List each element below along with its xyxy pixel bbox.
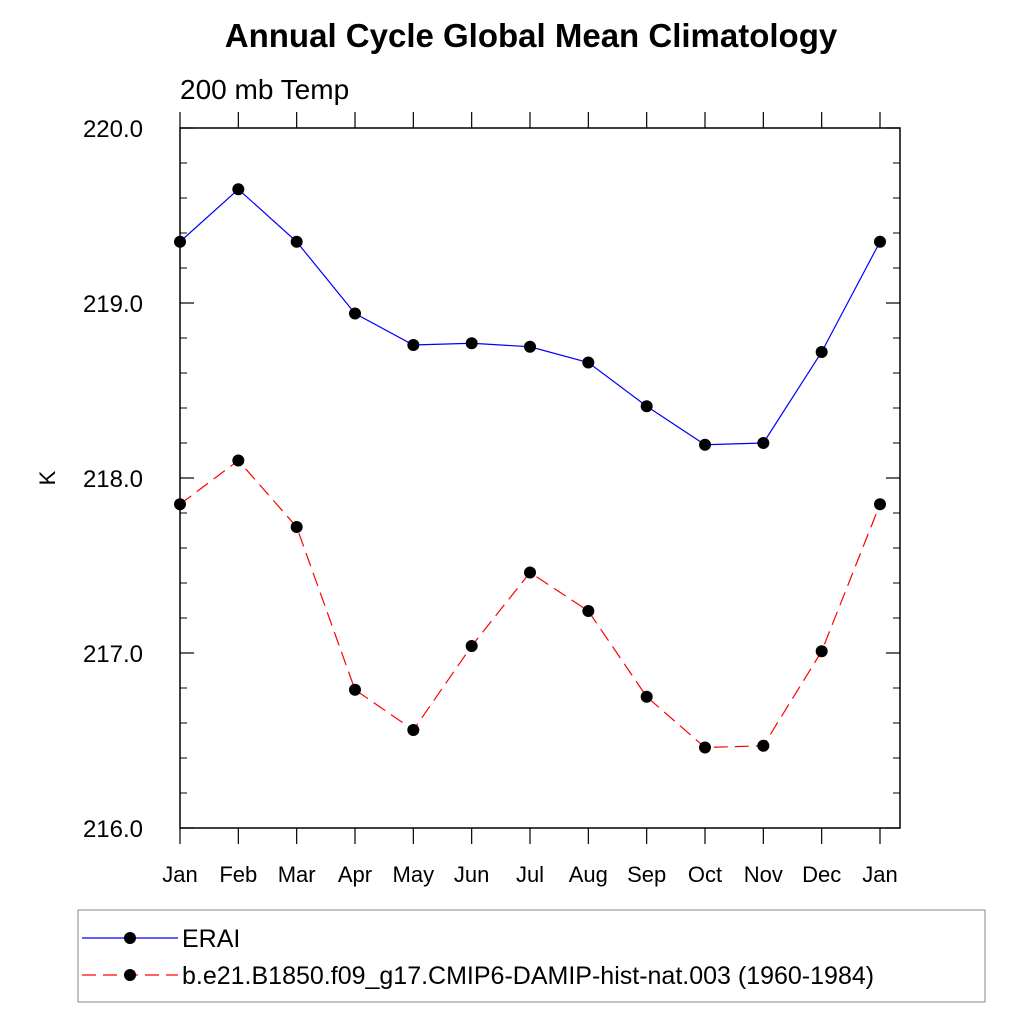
y-axis-label: K — [35, 470, 60, 485]
data-point — [232, 454, 245, 467]
legend: ERAI b.e21.B1850.f09_g17.CMIP6-DAMIP-hist… — [77, 909, 986, 1003]
x-tick-label: Apr — [338, 862, 372, 887]
data-point — [757, 739, 770, 752]
data-point — [815, 645, 828, 658]
data-point — [174, 235, 186, 248]
y-tick-label: 219.0 — [83, 291, 143, 318]
legend-item-1: ERAI — [82, 925, 240, 953]
data-point — [757, 437, 770, 449]
x-tick-label: Oct — [688, 862, 722, 887]
y-tick-labels: 216.0 217.0 218.0 219.0 220.0 — [83, 116, 143, 843]
data-point — [174, 498, 186, 511]
x-tick-label: Mar — [278, 862, 316, 887]
data-point — [640, 400, 653, 413]
data-point — [640, 690, 653, 703]
data-point — [349, 683, 361, 696]
plot-frame — [179, 127, 901, 829]
y-tick-label: 217.0 — [83, 641, 143, 668]
data-point — [407, 339, 420, 351]
series-line-1 — [179, 188, 881, 446]
x-tick-label: Feb — [219, 862, 257, 887]
x-tick-labels: Jan Feb Mar Apr May Jun Jul Aug Sep Oct Nov Dec Jan — [162, 862, 897, 887]
series-line-2 — [179, 459, 881, 749]
data-point — [699, 438, 711, 451]
series-1 — [174, 183, 886, 451]
x-tick-label: Sep — [627, 862, 666, 887]
y-tick-label: 220.0 — [83, 116, 143, 143]
data-point — [465, 640, 478, 652]
data-point — [524, 566, 536, 579]
legend-label: b.e21.B1850.f09_g17.CMIP6-DAMIP-hist-nat… — [182, 962, 874, 990]
x-tick-label: Jan — [162, 862, 197, 887]
x-tick-label: Jul — [516, 862, 544, 887]
data-point — [524, 340, 536, 353]
y-tick-label: 216.0 — [83, 816, 143, 843]
legend-label: ERAI — [182, 925, 240, 953]
data-point — [874, 498, 886, 511]
legend-marker — [124, 969, 136, 981]
x-tick-label: Nov — [744, 862, 783, 887]
data-point — [232, 183, 245, 196]
data-point — [874, 235, 886, 248]
legend-marker — [124, 932, 136, 944]
data-point — [582, 605, 595, 617]
y-tick-label: 218.0 — [83, 466, 143, 493]
data-point — [465, 337, 478, 350]
data-point — [699, 741, 711, 754]
chart-title: Annual Cycle Global Mean Climatology — [225, 17, 838, 54]
tick-marks — [179, 112, 900, 844]
series-layer — [174, 183, 886, 754]
series-2 — [174, 454, 886, 754]
data-point — [290, 521, 303, 533]
x-tick-label: Jan — [862, 862, 897, 887]
data-point — [407, 724, 420, 736]
x-tick-label: Aug — [569, 862, 608, 887]
legend-frame — [77, 909, 986, 1003]
x-tick-label: Jun — [454, 862, 489, 887]
x-tick-label: May — [393, 862, 435, 887]
legend-item-2: b.e21.B1850.f09_g17.CMIP6-DAMIP-hist-nat… — [82, 962, 874, 990]
data-point — [815, 346, 828, 358]
x-tick-label: Dec — [802, 862, 841, 887]
data-point — [582, 356, 595, 369]
data-point — [349, 307, 361, 320]
data-point — [290, 235, 303, 248]
chart-subtitle: 200 mb Temp — [180, 74, 349, 105]
